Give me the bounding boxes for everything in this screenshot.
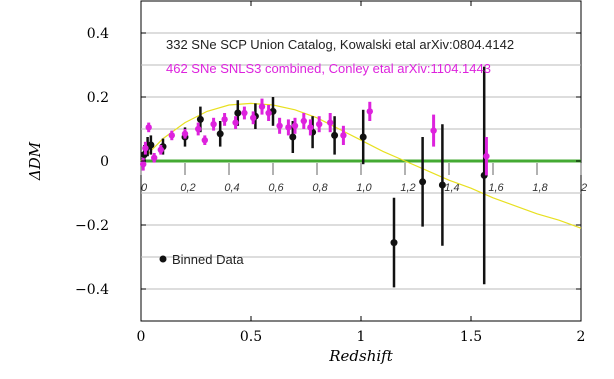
x-tick-label: 1.5 [460,329,482,345]
inner-x-tick-label: 1,6 [488,182,504,194]
series-snls [140,98,490,176]
data-point [232,119,239,126]
inner-x-tick-label: 1,2 [400,182,415,194]
data-point [285,124,292,131]
y-axis: 0.4 0.2 0 −0.2 −0.4 [75,26,581,298]
data-point [316,121,323,128]
x-tick-label: 2 [577,329,586,345]
series-union [140,66,488,288]
data-point [419,178,427,186]
data-point [265,109,272,117]
data-point [157,146,164,153]
x-axis: 0 0.5 1 1.5 2 [137,1,586,345]
data-point [390,239,398,247]
inner-x-tick-label: 0 [141,182,148,194]
inner-x-tick-label: 0,8 [312,182,328,194]
inner-axis: 0 0,2 0,4 0,6 0,8 1,0 1,2 1,4 1,6 1,8 2 [140,163,587,194]
x-axis-title: Redshift [328,347,393,365]
data-point [331,131,339,139]
x-tick-label: 0 [137,329,146,345]
data-point [216,130,224,138]
data-point [276,122,283,129]
data-point [340,132,347,139]
data-point [291,122,299,129]
binned-legend-marker [159,255,167,263]
data-point [210,121,217,128]
inner-x-tick-label: 1,8 [532,182,548,194]
binned-legend: Binned Data [159,252,244,267]
inner-x-tick-label: 1,4 [444,182,459,194]
inner-x-tick-label: 2 [580,182,587,194]
inner-x-tick-label: 0,4 [224,182,239,194]
data-point [430,127,437,134]
data-point [289,133,297,141]
data-point [196,115,204,123]
legend: 332 SNe SCP Union Catalog, Kowalski etal… [166,37,514,76]
data-point [181,130,189,137]
data-point [140,161,147,168]
grid [141,32,581,290]
inner-x-tick-label: 0,6 [268,182,284,194]
inner-x-tick-label: 1,0 [356,182,372,194]
data-point [221,116,228,123]
binned-legend-label: Binned Data [172,252,244,267]
data-point [241,109,248,117]
y-axis-title: ΔDM [26,141,44,181]
y-tick-label: −0.4 [75,282,109,298]
data-point [147,141,155,149]
inner-x-tick-label: 0,2 [180,182,195,194]
legend-entry-union: 332 SNe SCP Union Catalog, Kowalski etal… [166,37,514,52]
data-point [300,117,307,125]
y-tick-label: 0.2 [87,90,109,106]
data-point [258,103,266,110]
data-point [327,119,334,126]
x-tick-label: 0.5 [240,329,262,345]
y-tick-label: 0 [100,154,109,170]
legend-entry-snls: 462 SNe SNLS3 combined, Conley etal arXi… [166,61,491,76]
data-point [195,125,202,133]
data-point [168,132,175,139]
data-point [359,133,367,141]
data-point [145,124,152,131]
x-tick-label: 1 [357,329,366,345]
data-point [234,109,242,117]
data-point [250,114,257,122]
data-point [438,181,446,189]
y-tick-label: −0.2 [75,218,109,234]
data-point [201,137,208,144]
data-point [151,154,158,161]
data-point [366,108,373,115]
data-point [307,124,314,131]
model-curve [140,102,582,229]
data-point [483,153,490,160]
y-tick-label: 0.4 [87,26,109,42]
data-point [142,145,149,152]
